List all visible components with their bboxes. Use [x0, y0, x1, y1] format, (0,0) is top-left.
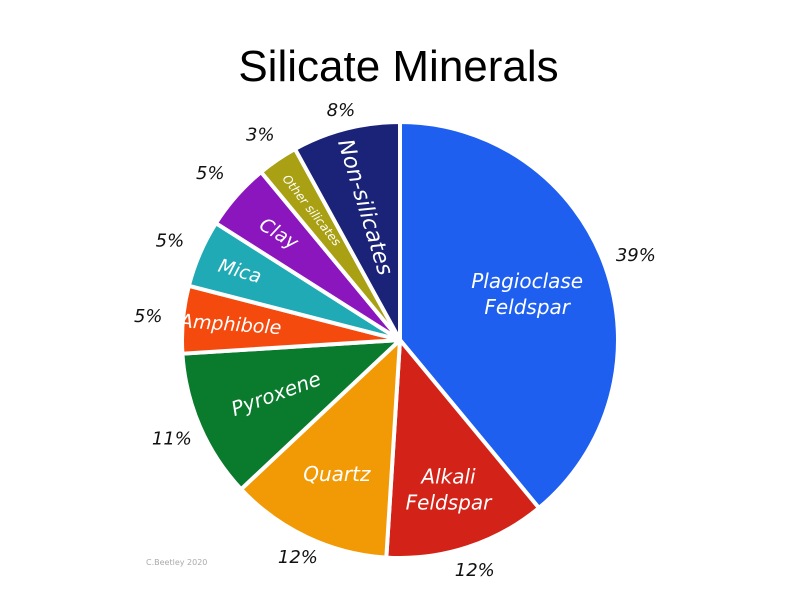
- slice-percent-plagioclase-feldspar: 39%: [616, 245, 656, 266]
- pie-slice-alkali-feldspar: [384, 338, 541, 560]
- slice-percent-other-silicates: 3%: [246, 124, 275, 145]
- pie-slice-quartz: [239, 338, 402, 560]
- chart-title: Silicate Minerals: [238, 42, 559, 91]
- slice-label-quartz: Quartz: [303, 462, 371, 486]
- slice-label-plagioclase-feldspar: Plagioclase Feldspar: [471, 269, 583, 319]
- slice-percent-pyroxene: 11%: [152, 429, 192, 450]
- slice-percent-non-silicates: 8%: [327, 100, 356, 121]
- slice-percent-mica: 5%: [156, 230, 185, 251]
- pie-slice-non-silicates: [292, 120, 402, 342]
- slice-label-alkali-feldspar: Alkali Feldspar: [406, 464, 493, 514]
- slice-percent-clay: 5%: [196, 163, 225, 184]
- pie-slice-plagioclase-feldspar: [398, 120, 620, 510]
- pie-slice-pyroxene: [180, 338, 402, 492]
- credit-text: C.Beetley 2020: [146, 558, 208, 567]
- slice-percent-quartz: 12%: [278, 547, 318, 568]
- slice-percent-amphibole: 5%: [134, 306, 163, 327]
- slice-percent-alkali-feldspar: 12%: [455, 560, 495, 581]
